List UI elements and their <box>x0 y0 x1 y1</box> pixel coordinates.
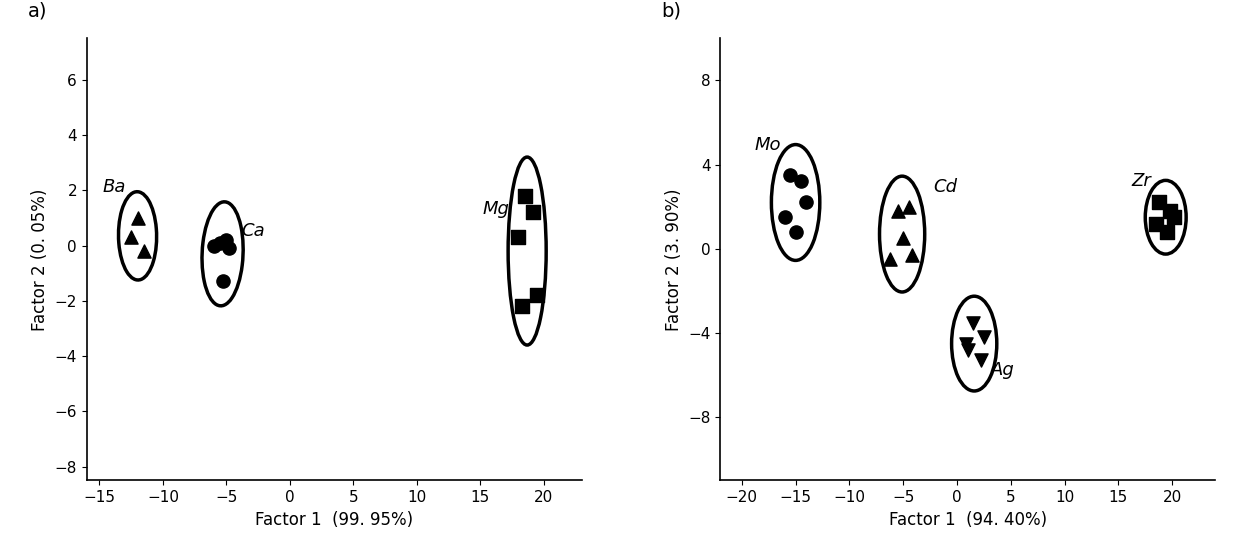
Point <box>213 277 233 286</box>
Point <box>508 233 528 241</box>
Point <box>775 213 795 222</box>
Text: Mo: Mo <box>755 136 781 154</box>
Point <box>971 356 991 365</box>
Point <box>515 192 534 200</box>
Text: Cd: Cd <box>934 178 957 196</box>
Text: b): b) <box>661 2 681 21</box>
Point <box>210 239 229 247</box>
Text: Zr: Zr <box>1131 172 1151 190</box>
Point <box>1149 198 1169 207</box>
Point <box>957 346 977 354</box>
Point <box>217 236 237 245</box>
Text: Mg: Mg <box>482 200 510 218</box>
Point <box>1164 213 1184 222</box>
Point <box>796 198 816 207</box>
Point <box>893 234 913 242</box>
Point <box>973 333 993 342</box>
Point <box>880 255 900 264</box>
Y-axis label: Factor 2 (3. 90%): Factor 2 (3. 90%) <box>665 188 683 330</box>
Point <box>899 203 919 211</box>
Point <box>134 247 154 256</box>
Point <box>523 208 543 217</box>
Y-axis label: Factor 2 (0. 05%): Factor 2 (0. 05%) <box>31 188 50 330</box>
Point <box>901 251 921 259</box>
Text: a): a) <box>27 2 47 21</box>
Point <box>219 244 239 253</box>
Point <box>888 206 908 215</box>
Point <box>956 339 976 348</box>
Point <box>1157 228 1177 236</box>
Text: Ca: Ca <box>242 222 265 240</box>
Point <box>963 318 983 327</box>
Point <box>512 302 532 311</box>
Text: Ba: Ba <box>102 178 125 196</box>
Point <box>1161 206 1180 215</box>
Point <box>780 171 800 180</box>
Point <box>786 228 806 236</box>
Point <box>527 291 547 300</box>
X-axis label: Factor 1  (94. 40%): Factor 1 (94. 40%) <box>889 511 1047 529</box>
Point <box>1146 219 1166 228</box>
Point <box>122 233 141 241</box>
X-axis label: Factor 1  (99. 95%): Factor 1 (99. 95%) <box>255 511 413 529</box>
Text: Ag: Ag <box>992 361 1016 379</box>
Point <box>791 177 811 186</box>
Point <box>128 213 148 222</box>
Point <box>203 241 223 250</box>
